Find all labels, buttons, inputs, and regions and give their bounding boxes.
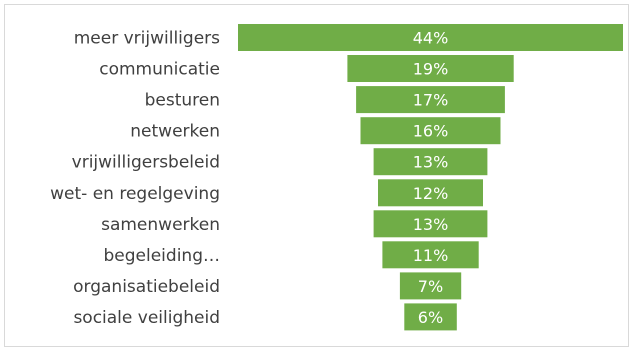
category-label-1: communicatie	[99, 60, 220, 80]
value-labels-group: 44% 19% 17% 16% 13% 12% 13% 11% 7% 6%	[413, 29, 449, 327]
category-label-3: netwerken	[130, 122, 220, 142]
category-label-6: samenwerken	[101, 215, 220, 235]
value-label-9: 6%	[418, 308, 443, 327]
bar-5	[378, 179, 483, 207]
bar-1	[347, 55, 514, 82]
bar-4	[373, 148, 488, 176]
value-label-0: 44%	[413, 29, 449, 48]
bars-group	[238, 24, 623, 331]
category-label-8: organisatiebeleid	[73, 277, 220, 297]
value-label-3: 16%	[413, 122, 449, 141]
bar-3	[360, 117, 501, 145]
category-label-4: vrijwilligersbeleid	[72, 153, 220, 173]
bar-7	[382, 241, 479, 269]
category-label-7: begeleiding…	[104, 246, 221, 266]
bar-8	[399, 272, 462, 300]
value-label-1: 19%	[413, 60, 449, 79]
bar-0	[238, 24, 623, 51]
value-label-2: 17%	[413, 91, 449, 110]
bar-6	[373, 210, 488, 238]
value-label-7: 11%	[413, 246, 449, 265]
category-label-9: sociale veiligheid	[73, 308, 220, 328]
value-label-4: 13%	[413, 153, 449, 172]
bar-2	[356, 86, 505, 114]
value-label-8: 7%	[418, 277, 443, 296]
value-label-5: 12%	[413, 184, 449, 203]
bar-9	[404, 303, 457, 331]
category-label-0: meer vrijwilligers	[74, 29, 220, 49]
category-label-5: wet- en regelgeving	[50, 184, 220, 204]
value-label-6: 13%	[413, 215, 449, 234]
category-labels-group: meer vrijwilligers communicatie besturen ne…	[50, 29, 220, 328]
chart-frame	[4, 4, 629, 347]
category-label-2: besturen	[145, 91, 220, 111]
